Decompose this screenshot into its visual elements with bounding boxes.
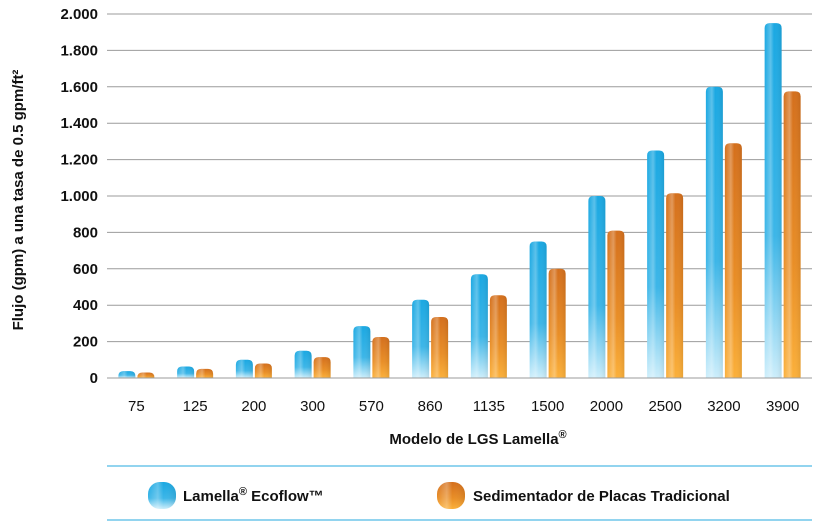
y-tick-label: 2.000 xyxy=(60,6,98,23)
y-tick-label: 400 xyxy=(73,297,98,314)
x-tick-label: 570 xyxy=(359,398,384,415)
legend-swatch-tradicional xyxy=(437,482,465,509)
y-tick-label: 1.000 xyxy=(60,188,98,205)
bar-tradicional xyxy=(313,357,331,378)
x-tick-label: 860 xyxy=(418,398,443,415)
bar-lamella xyxy=(294,350,312,378)
bar-tradicional xyxy=(137,372,155,378)
x-tick-label: 300 xyxy=(300,398,325,415)
bars xyxy=(118,23,801,379)
bar-lamella xyxy=(647,150,665,378)
bar-lamella xyxy=(177,366,195,378)
bar-lamella xyxy=(353,326,371,378)
legend-item-lamella: Lamella® Ecoflow™ xyxy=(148,482,324,509)
y-tick-label: 0 xyxy=(90,370,98,387)
y-tick-label: 600 xyxy=(73,261,98,278)
y-tick-label: 1.200 xyxy=(60,152,98,169)
x-tick-label: 125 xyxy=(183,398,208,415)
y-tick-label: 200 xyxy=(73,334,98,351)
y-tick-label: 1.400 xyxy=(60,115,98,132)
legend: Lamella® Ecoflow™ Sedimentador de Placas… xyxy=(107,465,812,521)
bar-lamella xyxy=(705,86,723,379)
bar-tradicional xyxy=(254,363,272,378)
bar-lamella xyxy=(235,359,253,378)
x-tick-label: 2000 xyxy=(590,398,623,415)
bar-lamella xyxy=(412,299,430,378)
bar-tradicional xyxy=(548,268,566,378)
bar-tradicional xyxy=(431,317,449,378)
bar-lamella xyxy=(529,241,547,378)
x-tick-label: 1500 xyxy=(531,398,564,415)
x-axis-title: Modelo de LGS Lamella® xyxy=(389,429,566,448)
x-tick-label: 1135 xyxy=(473,398,505,415)
y-axis-ticks: 0 200 400 600 800 1.000 1.200 1.400 1.600 1.800 2.… xyxy=(60,6,98,387)
bar-lamella xyxy=(118,371,136,378)
bar-lamella xyxy=(764,23,782,378)
y-tick-label: 1.600 xyxy=(60,79,98,96)
bar-lamella xyxy=(470,274,488,378)
legend-swatch-lamella xyxy=(148,482,176,509)
x-tick-label: 3900 xyxy=(766,398,799,415)
gridlines xyxy=(107,13,812,343)
legend-label-lamella-part1: Lamella xyxy=(183,488,240,505)
bar-tradicional xyxy=(607,230,625,378)
bar-tradicional xyxy=(666,193,684,378)
x-axis-title-registered: ® xyxy=(559,429,567,441)
legend-item-tradicional: Sedimentador de Placas Tradicional xyxy=(437,482,730,509)
y-axis-title: Flujo (gpm) a una tasa de 0.5 gpm/ft² xyxy=(10,70,27,331)
x-axis-ticks: 75 125 200 300 570 860 1135 1500 2000 2500 3200 390… xyxy=(128,398,799,415)
x-tick-label: 200 xyxy=(241,398,266,415)
bar-tradicional xyxy=(372,337,390,378)
y-tick-label: 800 xyxy=(73,224,98,241)
legend-label-tradicional: Sedimentador de Placas Tradicional xyxy=(473,488,730,505)
bar-tradicional xyxy=(489,295,507,378)
legend-label-lamella: Lamella® Ecoflow™ xyxy=(183,486,324,505)
x-axis-title-text: Modelo de LGS Lamella xyxy=(389,431,559,448)
y-tick-label: 1.800 xyxy=(60,42,98,59)
bar-lamella xyxy=(588,196,606,378)
x-tick-label: 75 xyxy=(128,398,145,415)
x-tick-label: 2500 xyxy=(648,398,681,415)
legend-label-lamella-registered: ® xyxy=(239,486,247,498)
bar-tradicional xyxy=(724,143,742,378)
x-tick-label: 3200 xyxy=(707,398,740,415)
bar-tradicional xyxy=(783,91,801,378)
legend-label-lamella-part2: Ecoflow™ xyxy=(247,488,324,505)
bar-tradicional xyxy=(196,368,214,378)
